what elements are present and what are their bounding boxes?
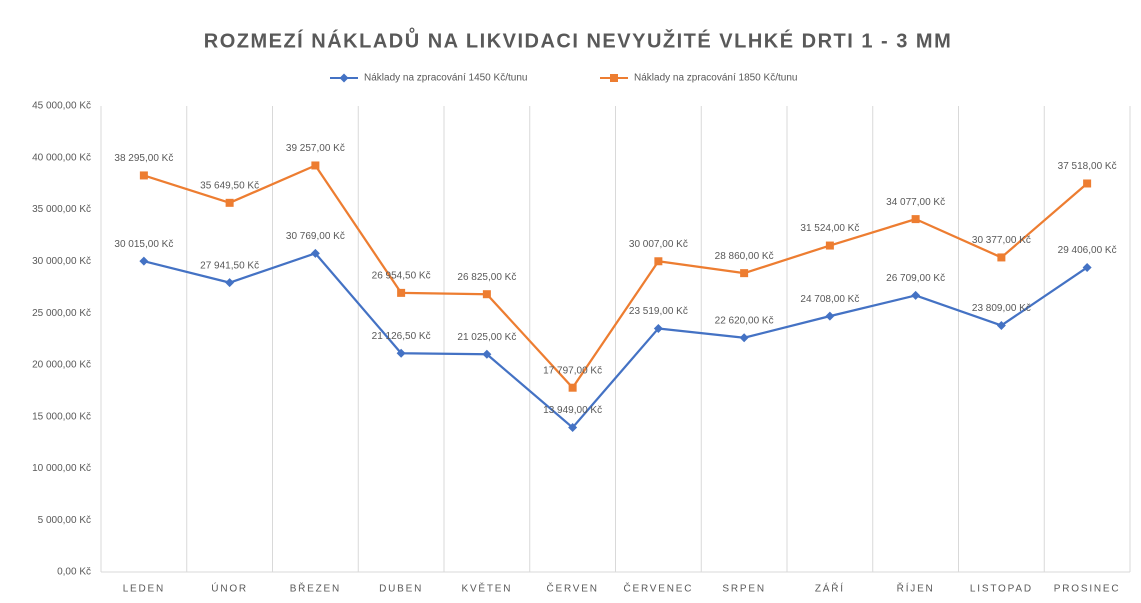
x-tick-label: ŘÍJEN — [897, 582, 935, 595]
data-point — [225, 198, 234, 207]
data-point — [139, 171, 148, 180]
data-point — [1082, 262, 1092, 272]
y-tick-label: 25 000,00 Kč — [32, 308, 91, 319]
data-point — [396, 348, 406, 358]
data-label: 26 954,50 Kč — [372, 271, 431, 282]
y-tick-label: 35 000,00 Kč — [32, 204, 91, 215]
x-tick-label: KVĚTEN — [461, 582, 512, 595]
data-label: 24 708,00 Kč — [800, 294, 859, 305]
data-point — [739, 333, 749, 343]
data-point — [310, 248, 320, 258]
x-tick-label: ČERVENEC — [623, 582, 693, 595]
y-tick-label: 45 000,00 Kč — [32, 101, 91, 112]
data-label: 37 518,00 Kč — [1058, 161, 1117, 172]
data-point — [311, 161, 320, 170]
data-label: 23 809,00 Kč — [972, 303, 1031, 314]
data-point — [397, 288, 406, 297]
y-tick-label: 40 000,00 Kč — [32, 152, 91, 163]
data-label: 26 709,00 Kč — [886, 273, 945, 284]
x-tick-label: ÚNOR — [211, 582, 248, 595]
data-point — [482, 290, 491, 299]
series-line — [143, 252, 1088, 429]
legend-label: Náklady na zpracování 1450 Kč/tunu — [364, 73, 527, 84]
data-label: 26 825,00 Kč — [457, 272, 516, 283]
data-label: 39 257,00 Kč — [286, 143, 345, 154]
data-label: 28 860,00 Kč — [715, 251, 774, 262]
data-label: 21 025,00 Kč — [457, 332, 516, 343]
data-label: 21 126,50 Kč — [372, 331, 431, 342]
x-tick-label: PROSINEC — [1054, 584, 1121, 595]
data-label: 30 007,00 Kč — [629, 239, 688, 250]
y-tick-label: 15 000,00 Kč — [32, 411, 91, 422]
data-point — [996, 320, 1006, 330]
data-point — [911, 215, 920, 224]
data-point — [911, 290, 921, 300]
data-point — [568, 423, 578, 433]
x-tick-label: ZÁŘÍ — [815, 582, 845, 595]
y-tick-label: 20 000,00 Kč — [32, 360, 91, 371]
data-label: 29 406,00 Kč — [1058, 245, 1117, 256]
legend-marker — [610, 74, 618, 82]
data-point — [740, 269, 749, 278]
data-label: 17 797,00 Kč — [543, 365, 602, 376]
data-label: 35 649,50 Kč — [200, 180, 259, 191]
data-point — [1083, 179, 1092, 188]
data-point — [139, 256, 149, 266]
data-point — [225, 278, 235, 288]
data-point — [568, 383, 577, 392]
data-label: 30 769,00 Kč — [286, 231, 345, 242]
data-point — [653, 323, 663, 333]
data-point — [825, 241, 834, 250]
x-tick-label: ČERVEN — [546, 582, 598, 595]
data-point — [825, 311, 835, 321]
data-label: 34 077,00 Kč — [886, 197, 945, 208]
legend-marker — [339, 73, 349, 83]
data-point — [997, 253, 1006, 262]
data-label: 30 015,00 Kč — [114, 239, 173, 250]
y-tick-label: 5 000,00 Kč — [38, 515, 91, 526]
x-tick-label: LEDEN — [123, 584, 165, 595]
y-tick-label: 0,00 Kč — [57, 567, 91, 578]
data-label: 13 949,00 Kč — [543, 405, 602, 416]
y-tick-label: 10 000,00 Kč — [32, 463, 91, 474]
x-tick-label: BŘEZEN — [290, 582, 341, 595]
data-label: 38 295,00 Kč — [114, 153, 173, 164]
x-tick-label: LISTOPAD — [970, 584, 1033, 595]
series-line — [143, 164, 1088, 389]
chart-title: ROZMEZÍ NÁKLADŮ NA LIKVIDACI NEVYUŽITÉ V… — [204, 26, 952, 52]
y-tick-label: 30 000,00 Kč — [32, 256, 91, 267]
data-point — [482, 349, 492, 359]
data-label: 31 524,00 Kč — [800, 223, 859, 234]
x-tick-label: SRPEN — [722, 584, 765, 595]
data-label: 23 519,00 Kč — [629, 306, 688, 317]
data-label: 22 620,00 Kč — [715, 315, 774, 326]
data-label: 27 941,50 Kč — [200, 260, 259, 271]
data-label: 30 377,00 Kč — [972, 235, 1031, 246]
data-point — [654, 257, 663, 266]
legend-label: Náklady na zpracování 1850 Kč/tunu — [634, 73, 797, 84]
x-tick-label: DUBEN — [379, 584, 423, 595]
